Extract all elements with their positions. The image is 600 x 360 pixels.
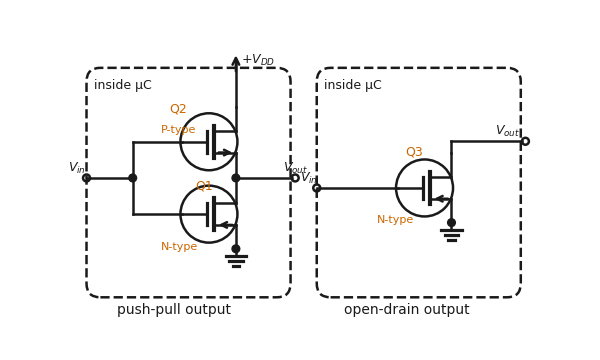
Text: $+V_{DD}$: $+V_{DD}$ xyxy=(241,53,275,68)
Circle shape xyxy=(448,219,455,226)
Text: N-type: N-type xyxy=(161,242,199,252)
Text: P-type: P-type xyxy=(161,125,197,135)
Text: N-type: N-type xyxy=(377,215,414,225)
Text: $V_{out}$: $V_{out}$ xyxy=(283,161,308,176)
Text: $V_{in}$: $V_{in}$ xyxy=(300,171,318,186)
Text: $V_{in}$: $V_{in}$ xyxy=(68,161,86,176)
Text: inside μC: inside μC xyxy=(94,80,152,93)
Circle shape xyxy=(232,245,240,253)
Text: inside μC: inside μC xyxy=(325,80,382,93)
Text: Q1: Q1 xyxy=(195,180,213,193)
Circle shape xyxy=(129,174,137,182)
Text: push-pull output: push-pull output xyxy=(118,303,232,317)
Text: Q3: Q3 xyxy=(405,145,423,159)
Text: open-drain output: open-drain output xyxy=(344,303,469,317)
Text: Q2: Q2 xyxy=(169,103,187,116)
Circle shape xyxy=(232,174,240,182)
Text: $V_{out}$: $V_{out}$ xyxy=(496,124,521,139)
